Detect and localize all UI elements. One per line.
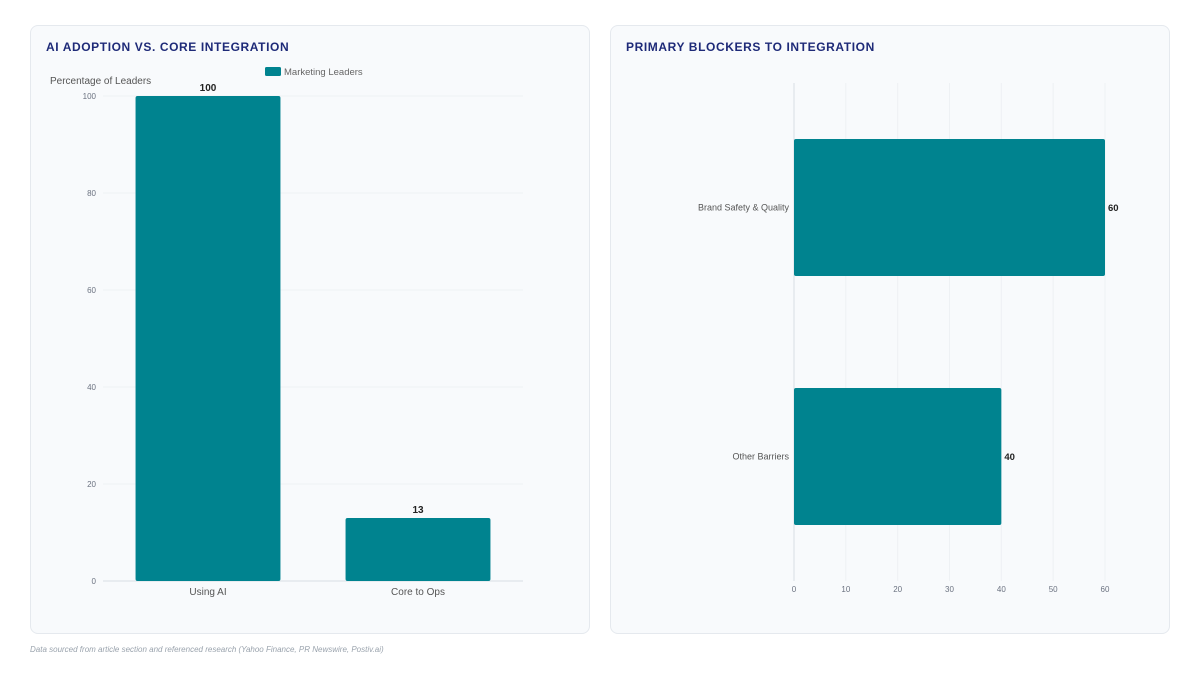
y-tick-label: Other Barriers <box>732 452 789 462</box>
data-label: 13 <box>412 505 424 516</box>
data-label: 100 <box>200 83 217 94</box>
x-tick-label: 10 <box>841 585 850 594</box>
y-tick-label: 0 <box>92 577 97 586</box>
chart-card-adoption: AI ADOPTION VS. CORE INTEGRATION 0 20 40 60… <box>30 25 590 634</box>
chart-title: AI ADOPTION VS. CORE INTEGRATION <box>46 40 290 54</box>
y-tick-label: 60 <box>87 286 96 295</box>
source-footnote: Data sourced from article section and re… <box>30 645 384 654</box>
x-tick-label: 50 <box>1049 585 1058 594</box>
chart-card-blockers: PRIMARY BLOCKERS TO INTEGRATION 0 10 20 30 4… <box>610 25 1170 634</box>
y-tick-label: 20 <box>87 480 96 489</box>
y-tick-label: 100 <box>83 92 97 101</box>
x-tick-label: 30 <box>945 585 954 594</box>
x-tick-label: Using AI <box>189 587 226 598</box>
bar <box>794 388 1002 525</box>
adoption-bar-chart: 0 20 40 60 80 100 Percentage of Leaders Marketi… <box>50 67 523 598</box>
legend-swatch <box>265 67 281 76</box>
chart-title: PRIMARY BLOCKERS TO INTEGRATION <box>626 40 875 54</box>
y-tick-label: 80 <box>87 189 96 198</box>
x-tick-label: 0 <box>792 585 797 594</box>
y-tick-label: 40 <box>87 383 96 392</box>
legend-label: Marketing Leaders <box>284 67 363 78</box>
y-tick-label: Brand Safety & Quality <box>698 203 790 213</box>
x-tick-label: 20 <box>893 585 902 594</box>
x-tick-label: 60 <box>1101 585 1110 594</box>
x-tick-label: Core to Ops <box>391 587 445 598</box>
y-axis-label: Percentage of Leaders <box>50 76 151 87</box>
bar <box>794 139 1105 276</box>
data-label: 60 <box>1108 203 1119 214</box>
x-tick-label: 40 <box>997 585 1006 594</box>
blockers-bar-chart: 0 10 20 30 40 50 60 60 Brand Safety & Quality 40 O… <box>698 83 1119 594</box>
bar <box>345 517 491 581</box>
data-label: 40 <box>1004 452 1015 463</box>
bar <box>135 96 281 581</box>
